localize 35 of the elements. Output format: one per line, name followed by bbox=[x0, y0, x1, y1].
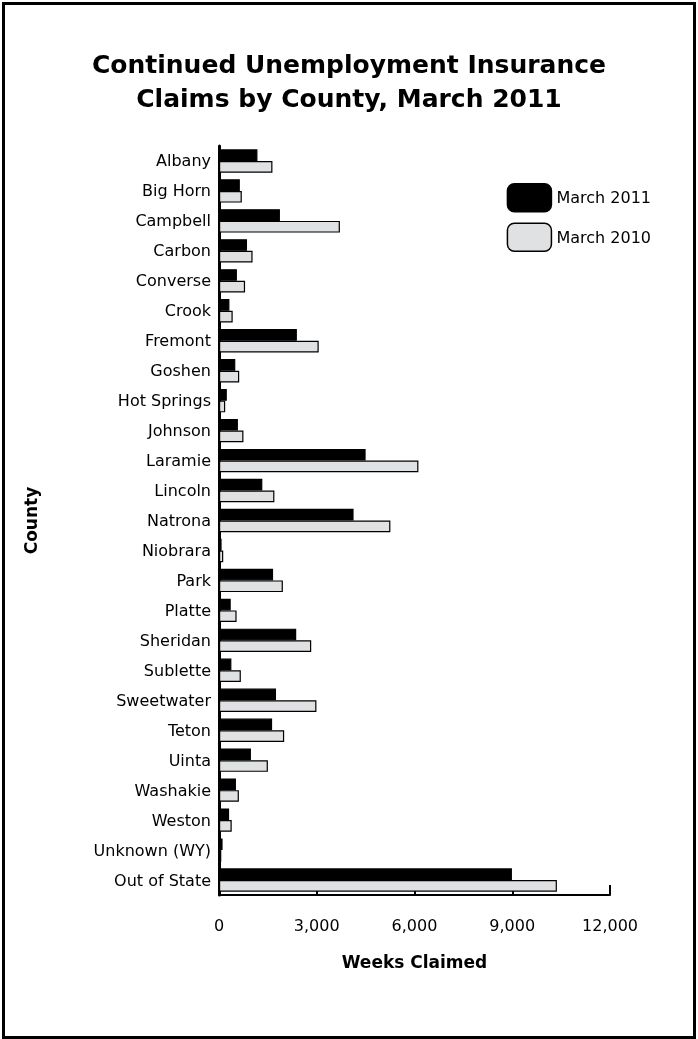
y-tick-label: Big Horn bbox=[142, 181, 211, 201]
y-tick-label: Hot Springs bbox=[117, 391, 211, 411]
y-tick-label: Uinta bbox=[168, 750, 211, 770]
y-tick-label: Weston bbox=[151, 810, 211, 830]
legend-label: March 2011 bbox=[556, 188, 651, 208]
x-tick-label: 0 bbox=[213, 915, 225, 935]
y-tick-label: Converse bbox=[135, 271, 211, 291]
y-tick-label: Goshen bbox=[150, 361, 211, 381]
y-tick-label: Lincoln bbox=[154, 481, 211, 501]
y-tick-label: Platte bbox=[164, 600, 211, 620]
y-tick-label: Laramie bbox=[146, 451, 211, 471]
chart-title: Continued Unemployment Insurance Claims by County, March 2011 bbox=[91, 49, 607, 113]
legend-label: March 2010 bbox=[556, 227, 651, 247]
y-tick-label: Niobrara bbox=[141, 540, 211, 560]
y-tick-label: Out of State bbox=[114, 870, 211, 890]
y-tick-label: Unknown (WY) bbox=[93, 840, 211, 860]
x-tick-label: 12,000 bbox=[582, 915, 638, 935]
x-tick-label: 6,000 bbox=[391, 915, 438, 935]
y-tick-label: Albany bbox=[156, 151, 211, 171]
y-tick-label: Carbon bbox=[153, 241, 211, 261]
y-tick-label: Crook bbox=[164, 301, 212, 321]
y-tick-label: Fremont bbox=[145, 331, 211, 351]
x-tick-label: 9,000 bbox=[489, 915, 536, 935]
y-tick-label: Campbell bbox=[135, 211, 211, 231]
y-tick-label: Sheridan bbox=[139, 630, 211, 650]
y-tick-label: Park bbox=[176, 570, 212, 590]
y-tick-label: Natrona bbox=[146, 511, 211, 530]
y-tick-label: Johnson bbox=[146, 421, 211, 441]
x-axis-title: Weeks Claimed bbox=[341, 951, 488, 972]
y-tick-label: Washakie bbox=[134, 780, 211, 800]
y-tick-label: Sublette bbox=[143, 660, 211, 680]
x-tick-label: 3,000 bbox=[293, 915, 340, 935]
y-tick-label: Teton bbox=[166, 720, 211, 740]
y-axis-title: County bbox=[20, 486, 41, 555]
y-tick-label: Sweetwater bbox=[116, 690, 212, 710]
